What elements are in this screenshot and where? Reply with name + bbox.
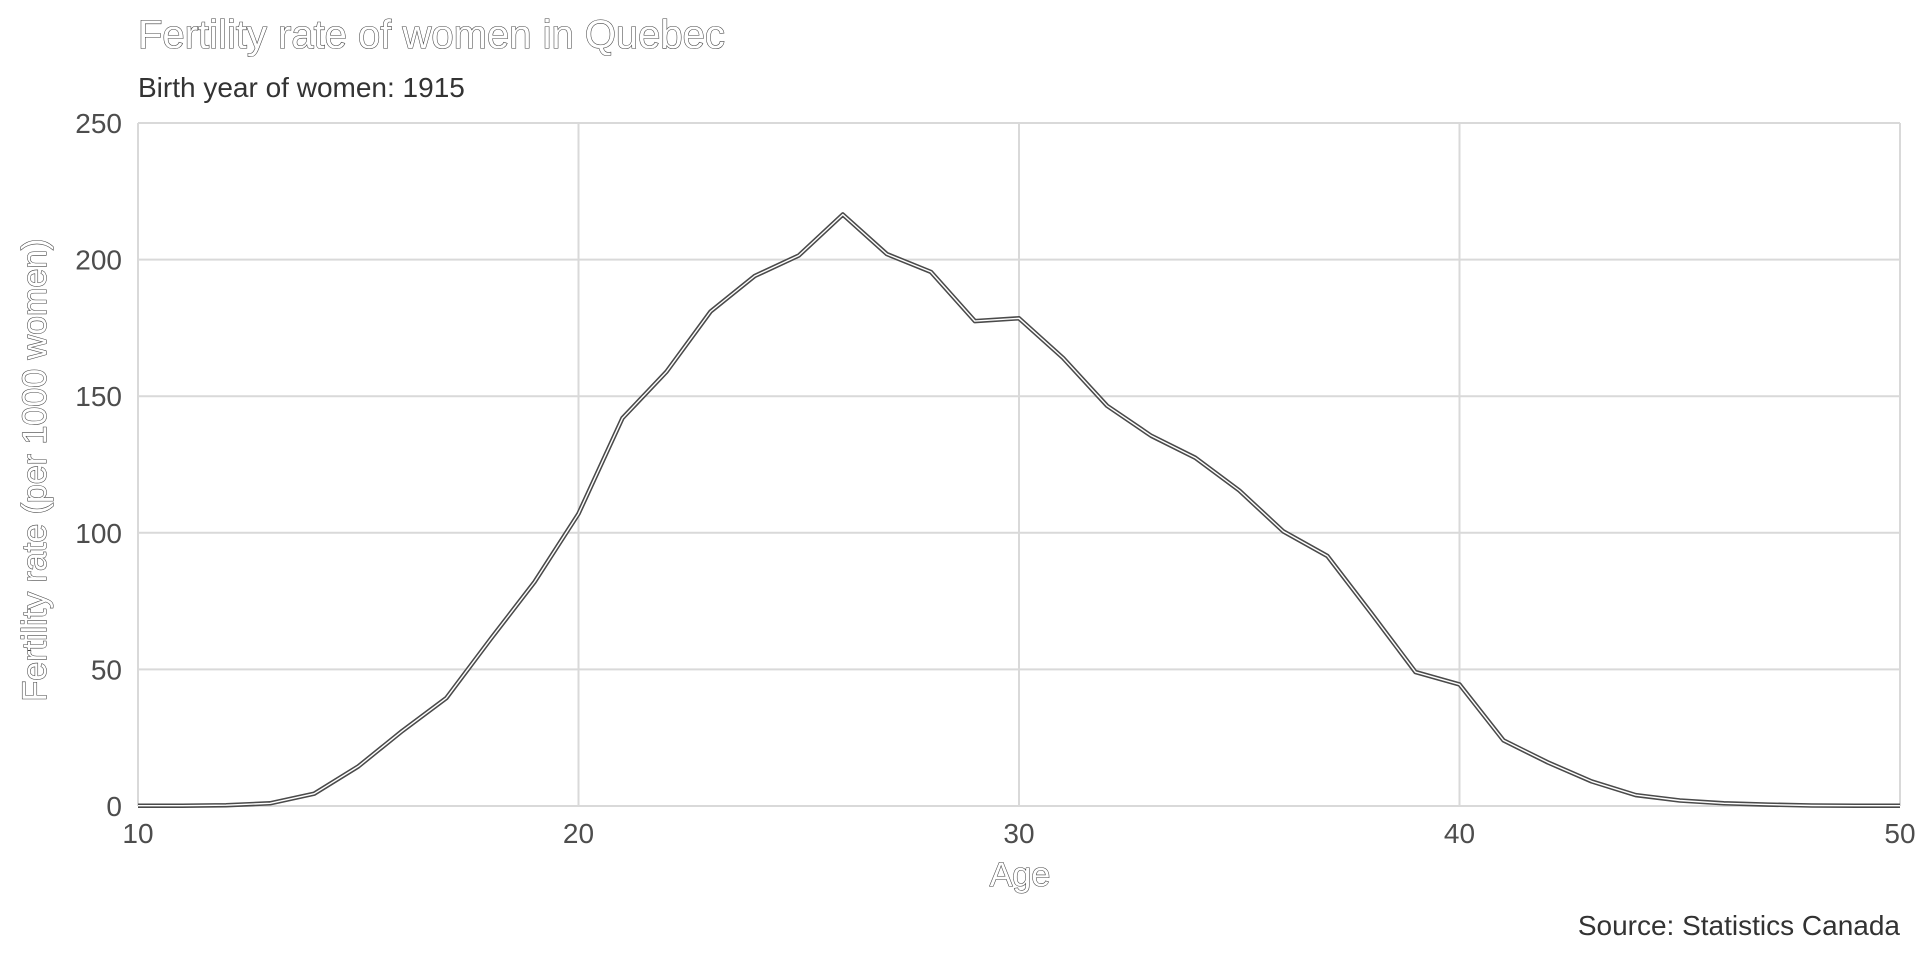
y-tick-label: 200	[75, 245, 122, 276]
x-tick-label: 20	[563, 818, 594, 849]
x-axis-label: Age	[990, 856, 1051, 894]
tick-layer: 10 20 30 40 50 0 50 100 150 200 250	[75, 108, 1915, 849]
y-axis-label: Fertility rate (per 1000 women)	[16, 239, 54, 702]
x-tick-label: 30	[1003, 818, 1034, 849]
chart-caption: Source: Statistics Canada	[1578, 910, 1901, 941]
x-tick-label: 40	[1444, 818, 1475, 849]
chart-subtitle: Birth year of women: 1915	[138, 72, 465, 103]
x-tick-label: 50	[1884, 818, 1915, 849]
y-tick-label: 250	[75, 108, 122, 139]
y-tick-label: 100	[75, 518, 122, 549]
series-line-highlight	[138, 213, 1900, 807]
y-tick-label: 150	[75, 381, 122, 412]
chart-title: Fertility rate of women in Quebec	[138, 13, 725, 57]
y-tick-label: 0	[106, 791, 122, 822]
grid-layer	[137, 122, 1901, 807]
x-tick-label: 10	[122, 818, 153, 849]
series-layer	[138, 212, 1900, 808]
y-tick-label: 50	[91, 654, 122, 685]
